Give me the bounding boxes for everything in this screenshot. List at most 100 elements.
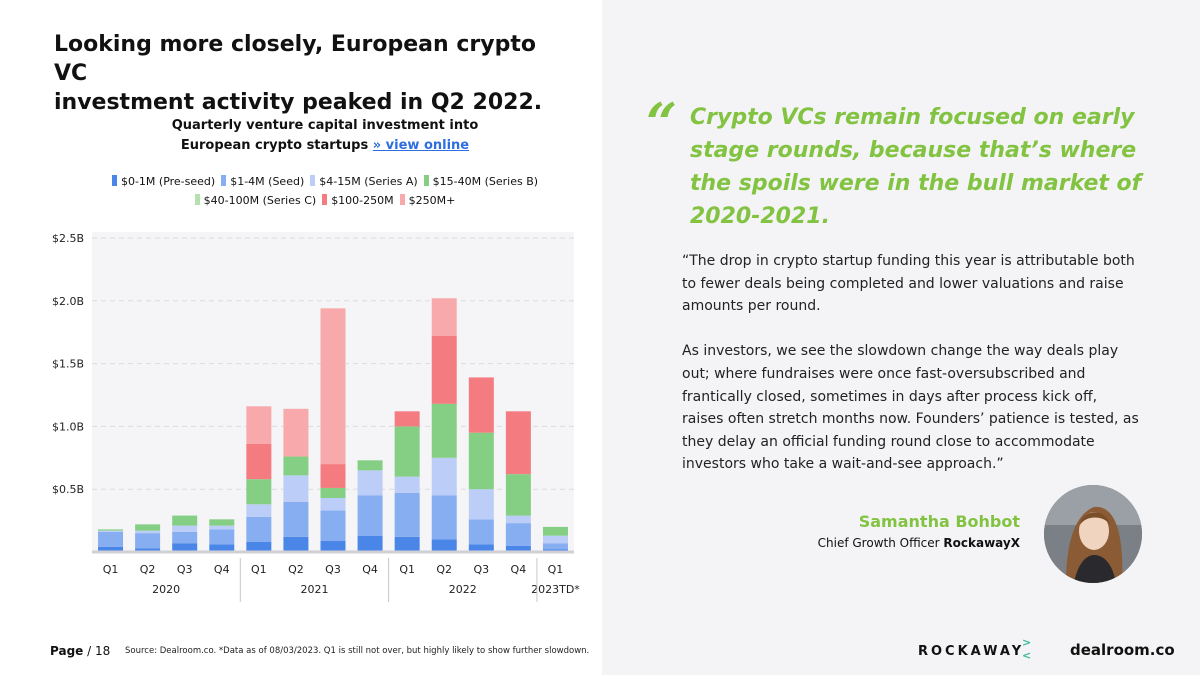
y-tick-label: $0.5B bbox=[52, 483, 84, 496]
bar-segment bbox=[98, 546, 124, 552]
bar-segment bbox=[505, 523, 531, 546]
bar-segment bbox=[283, 475, 309, 502]
bar-segment bbox=[394, 426, 420, 477]
bar-segment bbox=[98, 529, 124, 531]
bar-segment bbox=[172, 543, 198, 552]
x-tick-label: Q3 bbox=[325, 563, 341, 576]
bar-segment bbox=[246, 443, 272, 480]
bar-segment bbox=[505, 411, 531, 475]
legend-label: $250M+ bbox=[408, 194, 456, 207]
quote-mark-icon: “ bbox=[646, 91, 678, 155]
view-online-link[interactable]: » view online bbox=[372, 138, 470, 153]
x-tick-label: Q4 bbox=[362, 563, 378, 576]
legend-swatch bbox=[423, 175, 429, 186]
legend-item: $250M+ bbox=[399, 191, 456, 210]
bar-segment bbox=[209, 544, 235, 552]
bar-segment bbox=[283, 408, 309, 457]
testimonial-text: “The drop in crypto startup funding this… bbox=[682, 250, 1142, 499]
legend-label: $100-250M bbox=[331, 194, 394, 207]
rockaway-logo: ROCKAWAY >< bbox=[918, 636, 1031, 662]
x-tick-label: Q2 bbox=[436, 563, 452, 576]
bar-segment bbox=[283, 501, 309, 537]
x-tick-label: Q4 bbox=[214, 563, 230, 576]
bar-segment bbox=[357, 470, 383, 496]
bar-segment bbox=[468, 519, 494, 545]
headline-line-1: Looking more closely, European crypto VC bbox=[54, 32, 536, 86]
bar-segment bbox=[357, 495, 383, 536]
bar-segment bbox=[320, 540, 346, 552]
legend-item: $15-40M (Series B) bbox=[423, 172, 539, 191]
x-tick-label: Q3 bbox=[473, 563, 489, 576]
bar-segment bbox=[357, 535, 383, 552]
bar-segment bbox=[468, 544, 494, 552]
x-tick-label: Q1 bbox=[399, 563, 415, 576]
legend-swatch bbox=[221, 175, 227, 186]
bar-segment bbox=[172, 525, 198, 532]
year-group-label: 2022 bbox=[449, 583, 477, 596]
y-tick-label: $1.5B bbox=[52, 358, 84, 371]
page-headline: Looking more closely, European crypto VC… bbox=[54, 30, 574, 117]
bar-segment bbox=[505, 545, 531, 552]
x-tick-label: Q2 bbox=[288, 563, 304, 576]
bar-segment bbox=[431, 335, 457, 404]
bar-segment bbox=[246, 479, 272, 505]
stacked-bar-chart: $0.5B $1.0B $1.5B $2.0B $2.5B Q1 Q2 Q3 Q4 Q1 Q2 Q3 Q… bbox=[52, 232, 580, 602]
bar-segment bbox=[394, 476, 420, 493]
y-tick-label: $2.5B bbox=[52, 232, 84, 245]
bar-segment bbox=[431, 539, 457, 552]
bar-segment bbox=[505, 474, 531, 516]
rockaway-logo-text: ROCKAWAY bbox=[918, 644, 1025, 659]
bar-segment bbox=[320, 464, 346, 488]
bar-segment bbox=[246, 541, 272, 552]
legend-label: $1-4M (Seed) bbox=[230, 175, 305, 188]
bar-segment bbox=[209, 529, 235, 545]
bar-segment bbox=[135, 524, 161, 531]
avatar bbox=[1044, 485, 1142, 583]
bar-segment bbox=[320, 308, 346, 465]
y-tick-label: $1.0B bbox=[52, 420, 84, 433]
left-panel: Looking more closely, European crypto VC… bbox=[50, 30, 590, 658]
chart-title-line-2: European crypto startups bbox=[180, 138, 369, 153]
chart-legend: $0-1M (Pre-seed) $1-4M (Seed) $4-15M (Seri… bbox=[90, 172, 560, 210]
bar-segment bbox=[394, 536, 420, 552]
bar-segment bbox=[172, 531, 198, 544]
person-role: Chief Growth Officer RockawayX bbox=[740, 536, 1020, 550]
y-tick-label: $2.0B bbox=[52, 295, 84, 308]
testimonial-paragraph-2: As investors, we see the slowdown change… bbox=[682, 343, 1139, 473]
legend-label: $40-100M (Series C) bbox=[203, 194, 317, 207]
bar-segment bbox=[468, 432, 494, 490]
bar-segment bbox=[542, 543, 568, 550]
bar-segment bbox=[542, 535, 568, 544]
x-tick-label: Q2 bbox=[140, 563, 156, 576]
legend-label: $15-40M (Series B) bbox=[432, 175, 539, 188]
bar-segment bbox=[431, 457, 457, 496]
bar-segment bbox=[320, 487, 346, 498]
bar-segment bbox=[431, 298, 457, 336]
legend-item: $4-15M (Series A) bbox=[310, 172, 418, 191]
legend-item: $0-1M (Pre-seed) bbox=[111, 172, 216, 191]
legend-swatch bbox=[310, 175, 316, 186]
legend-item: $40-100M (Series C) bbox=[194, 191, 317, 210]
bar-segment bbox=[135, 530, 161, 534]
page-label: Page bbox=[50, 644, 84, 658]
pull-quote: Crypto VCs remain focused on early stage… bbox=[690, 105, 1142, 229]
x-tick-label: Q1 bbox=[103, 563, 119, 576]
bar-segment bbox=[505, 515, 531, 524]
legend-label: $4-15M (Series A) bbox=[319, 175, 418, 188]
bar-segment bbox=[431, 495, 457, 540]
x-tick-label: Q1 bbox=[548, 563, 564, 576]
person-title: Chief Growth Officer bbox=[817, 536, 940, 550]
legend-swatch bbox=[399, 194, 405, 205]
year-group-label: 2020 bbox=[152, 583, 180, 596]
page-number: / 18 bbox=[87, 644, 111, 658]
bar-segment bbox=[98, 530, 124, 532]
bar-segment bbox=[135, 548, 161, 552]
person-company: RockawayX bbox=[943, 536, 1020, 550]
chart-title-line-1: Quarterly venture capital investment int… bbox=[171, 118, 479, 133]
legend-item: $100-250M bbox=[322, 191, 394, 210]
bar-segment bbox=[468, 489, 494, 520]
year-group-label: 2021 bbox=[300, 583, 328, 596]
bar-segment bbox=[172, 515, 198, 526]
legend-label: $0-1M (Pre-seed) bbox=[120, 175, 216, 188]
headline-line-2: investment activity peaked in Q2 2022. bbox=[54, 90, 543, 115]
